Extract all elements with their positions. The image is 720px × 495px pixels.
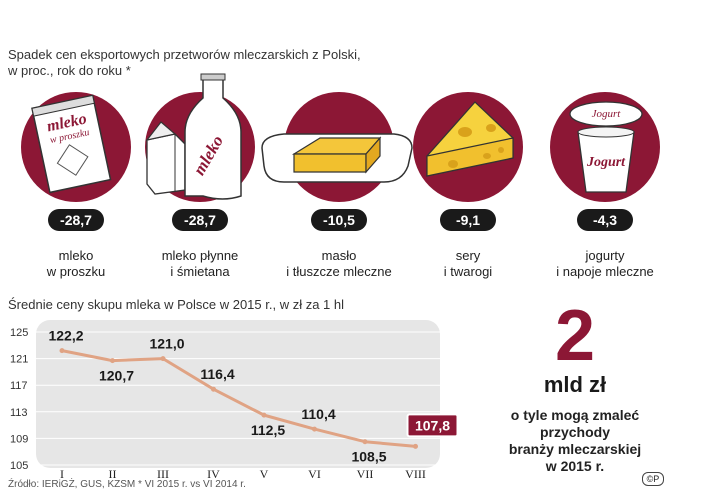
data-point bbox=[312, 426, 317, 432]
chart-caption: Spadek cen eksportowych przetworów mlecz… bbox=[8, 47, 368, 79]
label-line-2: i tłuszcze mleczne bbox=[286, 264, 392, 279]
data-label: 116,4 bbox=[200, 366, 234, 382]
caption-line-1: Spadek cen eksportowych przetworów mlecz… bbox=[8, 47, 361, 62]
callout-line-1: o tyle mogą zmaleć bbox=[510, 407, 640, 423]
callout-number: 2 bbox=[554, 296, 596, 376]
pack-text: Jogurt bbox=[586, 155, 626, 170]
data-label: 122,2 bbox=[48, 328, 83, 344]
data-label: 120,7 bbox=[99, 368, 134, 384]
y-axis: 125 121 117 113 109 105 bbox=[10, 327, 28, 472]
percent-badge: -4,3 bbox=[577, 209, 633, 231]
y-tick-label: 109 bbox=[10, 433, 28, 445]
data-point bbox=[211, 386, 216, 392]
x-tick-label: II bbox=[109, 467, 117, 481]
publisher-logo: ©P bbox=[642, 472, 664, 486]
data-point bbox=[160, 356, 166, 362]
x-tick-label: VIII bbox=[405, 467, 426, 481]
chart-title: Średnie ceny skupu mleka w Polsce w 2015… bbox=[8, 297, 344, 312]
y-tick-label: 105 bbox=[10, 460, 28, 472]
x-axis: I II III IV V VI VII VIII bbox=[60, 467, 426, 481]
data-point bbox=[362, 439, 368, 445]
label-line-2: w proszku bbox=[46, 264, 106, 279]
data-label: 112,5 bbox=[251, 422, 285, 438]
cheese-icon bbox=[426, 101, 514, 177]
x-tick-label: IV bbox=[207, 467, 220, 481]
y-tick-label: 125 bbox=[10, 327, 28, 339]
data-label: 108,5 bbox=[351, 449, 386, 465]
x-tick-label: III bbox=[157, 467, 169, 481]
percent-badge: -10,5 bbox=[311, 209, 367, 231]
data-point bbox=[261, 412, 267, 418]
data-labels: 122,2 120,7 121,0 116,4 112,5 110,4 108,5 107,8 bbox=[48, 328, 459, 465]
data-points bbox=[59, 348, 418, 449]
product-label: sery i twarogi bbox=[393, 248, 543, 280]
label-line-1: jogurty bbox=[585, 248, 625, 263]
x-tick-label: V bbox=[260, 467, 269, 481]
data-label: 110,4 bbox=[301, 406, 335, 422]
label-line-1: mleko płynne bbox=[161, 248, 239, 263]
label-line-1: mleko bbox=[58, 248, 94, 263]
product-label: mleko płynne i śmietana bbox=[125, 248, 275, 280]
y-tick-label: 121 bbox=[10, 354, 28, 366]
highlight-box bbox=[406, 413, 459, 438]
x-tick-label: VI bbox=[308, 467, 321, 481]
label-line-2: i śmietana bbox=[170, 264, 230, 279]
data-label: 121,0 bbox=[149, 336, 184, 352]
x-tick-label: I bbox=[60, 467, 64, 481]
percent-badge: -9,1 bbox=[440, 209, 496, 231]
callout-unit: mld zł bbox=[543, 372, 607, 397]
milk-powder-bag-icon: mleko w proszku bbox=[31, 94, 112, 194]
percent-badge: -28,7 bbox=[172, 209, 228, 231]
label-line-1: masło bbox=[321, 248, 357, 263]
label-line-1: sery bbox=[455, 248, 481, 263]
y-tick-label: 113 bbox=[10, 407, 28, 419]
callout-line-3: branży mleczarskiej bbox=[508, 441, 642, 457]
y-tick-label: 117 bbox=[10, 380, 28, 392]
chart-panel bbox=[36, 320, 440, 468]
lid-text: Jogurt bbox=[592, 108, 622, 120]
callout-line-2: przychody bbox=[539, 424, 610, 440]
data-label: 107,8 bbox=[415, 417, 450, 433]
data-point bbox=[110, 358, 115, 364]
label-line-2: i twarogi bbox=[443, 264, 493, 279]
series-line bbox=[61, 349, 416, 448]
label-line-2: i napoje mleczne bbox=[556, 264, 654, 279]
butter-icon bbox=[261, 133, 413, 183]
product-label: jogurty i napoje mleczne bbox=[530, 248, 680, 280]
percent-badge: -28,7 bbox=[48, 209, 104, 231]
yogurt-cup-icon: Jogurt Jogurt bbox=[569, 101, 643, 193]
product-label: masło i tłuszcze mleczne bbox=[264, 248, 414, 280]
product-label: mleko w proszku bbox=[1, 248, 151, 280]
source-note: Źródło: IERiGŻ, GUS, KZSM * VI 2015 r. v… bbox=[8, 479, 246, 490]
data-point bbox=[59, 348, 65, 354]
milk-bottle-icon: mleko bbox=[145, 73, 242, 200]
caption-line-2: w proc., rok do roku * bbox=[8, 63, 131, 78]
callout-line-4: w 2015 r. bbox=[545, 458, 605, 474]
data-point bbox=[413, 443, 418, 449]
callout-description: o tyle mogą zmaleć przychody branży mlec… bbox=[490, 407, 660, 475]
x-tick-label: VII bbox=[357, 467, 374, 481]
